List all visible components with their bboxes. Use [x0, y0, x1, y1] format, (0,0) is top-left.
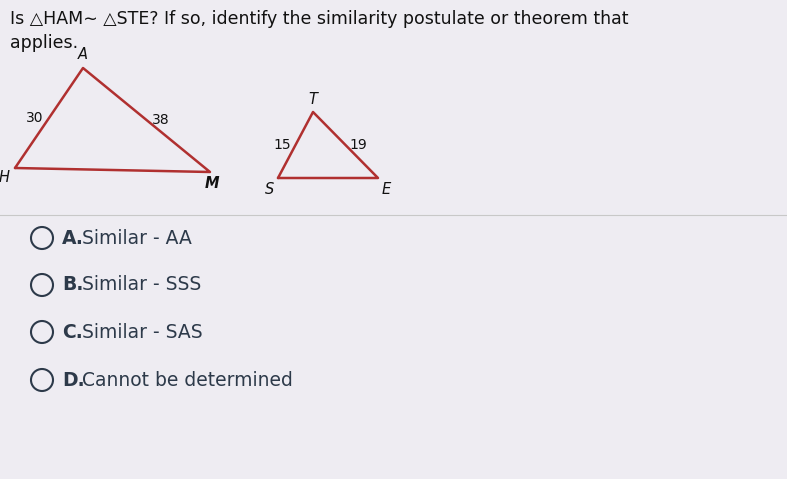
Text: T: T — [309, 92, 317, 107]
Text: H: H — [0, 170, 10, 185]
Text: Cannot be determined: Cannot be determined — [82, 370, 293, 389]
Text: Similar - SSS: Similar - SSS — [82, 275, 201, 295]
Text: Similar - SAS: Similar - SAS — [82, 322, 202, 342]
Text: 19: 19 — [349, 138, 368, 152]
Text: Is △HAM∼ △STE? If so, identify the similarity postulate or theorem that: Is △HAM∼ △STE? If so, identify the simil… — [10, 10, 629, 28]
Text: 15: 15 — [274, 138, 291, 152]
Text: 30: 30 — [26, 111, 44, 125]
Text: D.: D. — [62, 370, 85, 389]
Text: Similar - AA: Similar - AA — [82, 228, 192, 248]
Text: B.: B. — [62, 275, 83, 295]
Text: A: A — [78, 47, 88, 62]
Text: M: M — [205, 176, 220, 191]
Text: E: E — [382, 182, 391, 197]
Text: 38: 38 — [152, 113, 169, 127]
Text: S: S — [264, 182, 274, 197]
Text: C.: C. — [62, 322, 83, 342]
Text: applies.: applies. — [10, 34, 78, 52]
Text: A.: A. — [62, 228, 84, 248]
